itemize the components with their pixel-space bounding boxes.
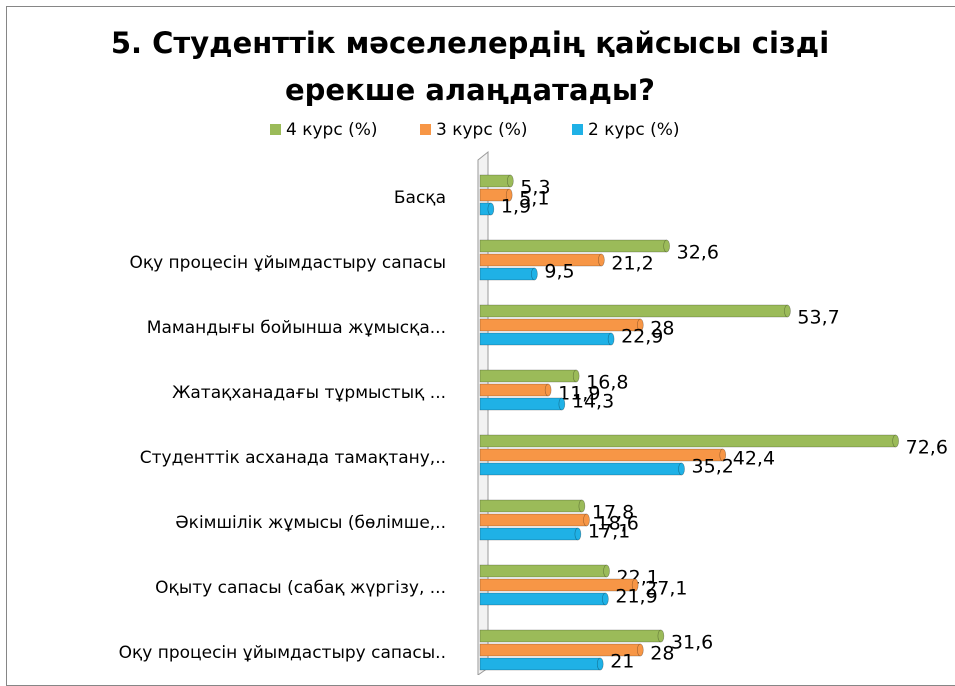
bar <box>479 253 602 267</box>
bar-cap <box>574 527 582 541</box>
value-label: 28 <box>650 318 674 340</box>
value-label: 1,9 <box>501 196 531 218</box>
legend-swatch <box>420 124 431 135</box>
bar <box>479 239 667 253</box>
legend-swatch <box>572 124 583 135</box>
bar <box>479 527 579 541</box>
y-tick-label: Басқа <box>394 188 446 208</box>
bar-cap <box>507 174 514 188</box>
bar-cap <box>531 267 538 281</box>
bar <box>479 513 587 527</box>
legend-label: 4 курс (%) <box>286 120 378 140</box>
value-label: 35,2 <box>692 456 734 478</box>
bar-cap <box>719 448 727 462</box>
value-label: 21,9 <box>615 586 657 608</box>
value-label: 31,6 <box>671 632 713 654</box>
bar <box>479 174 511 188</box>
value-label: 17,1 <box>588 521 630 543</box>
bar-cap <box>602 592 609 606</box>
y-tick-label: Оқыту сапасы (сабақ жүргізу, ... <box>155 578 446 598</box>
bar-cap <box>631 578 639 592</box>
bar-cap <box>663 239 670 253</box>
bar-cap <box>487 202 495 216</box>
value-label: 14,3 <box>572 391 614 413</box>
bar-cap <box>636 643 644 657</box>
bar-cap <box>784 304 791 318</box>
bar-cap <box>607 332 615 346</box>
value-label: 32,6 <box>677 242 719 264</box>
value-label: 17,8 <box>592 502 634 524</box>
bar-cap <box>572 369 580 383</box>
y-tick-label: Жатақханадағы тұрмыстық ... <box>172 383 446 403</box>
bar <box>479 499 583 513</box>
bar <box>479 564 607 578</box>
legend-label: 2 курс (%) <box>588 120 680 140</box>
y-tick-label: Оқу процесін ұйымдастыру сапасы.. <box>119 643 446 663</box>
bar <box>479 332 612 346</box>
bar-cap <box>583 513 590 527</box>
bar-cap <box>596 657 604 671</box>
value-label: 5,3 <box>520 177 550 199</box>
value-label: 72,6 <box>906 437 948 459</box>
value-label: 22,9 <box>621 326 663 348</box>
bar-cap <box>636 318 644 332</box>
bar <box>479 318 641 332</box>
bar <box>479 383 549 397</box>
bar-cap <box>598 253 605 267</box>
value-label: 21,2 <box>611 253 653 275</box>
bar-cap <box>603 564 610 578</box>
legend-swatch <box>270 124 281 135</box>
bar-cap <box>558 397 566 411</box>
value-label: 9,5 <box>544 261 574 283</box>
value-label: 21 <box>610 651 634 673</box>
bar <box>479 397 563 411</box>
y-tick-label: Студенттік асханада тамақтану,.. <box>140 448 446 468</box>
value-label: 18,6 <box>596 513 638 535</box>
bar-cap <box>544 383 552 397</box>
value-label: 27,1 <box>645 578 687 600</box>
bar <box>479 462 682 476</box>
bar <box>479 657 601 671</box>
bar <box>479 304 788 318</box>
value-label: 11,9 <box>558 383 600 405</box>
bar <box>479 578 636 592</box>
bar <box>479 267 535 281</box>
value-label: 42,4 <box>733 448 775 470</box>
y-tick-label: Әкімшілік жұмысы (бөлімше,.. <box>175 513 446 533</box>
bar-cap <box>678 462 685 476</box>
y-tick-label: Мамандығы бойынша жұмысқа... <box>147 318 446 338</box>
value-label: 5,1 <box>519 188 549 210</box>
bar-cap <box>892 434 899 448</box>
bar <box>479 629 662 643</box>
legend-label: 3 курс (%) <box>436 120 528 140</box>
chart-title: 5. Студенттік мәселелердің қайсысы сізді… <box>110 26 830 107</box>
value-label: 28 <box>650 643 674 665</box>
bar <box>479 369 577 383</box>
bar <box>479 448 724 462</box>
bar <box>479 592 606 606</box>
y-tick-label: Оқу процесін ұйымдастыру сапасы <box>129 253 446 273</box>
bar <box>479 434 896 448</box>
bar-cap <box>505 188 513 202</box>
bar-cap <box>578 499 586 513</box>
value-label: 16,8 <box>586 372 628 394</box>
bar-cap <box>657 629 665 643</box>
value-label: 53,7 <box>797 307 839 329</box>
